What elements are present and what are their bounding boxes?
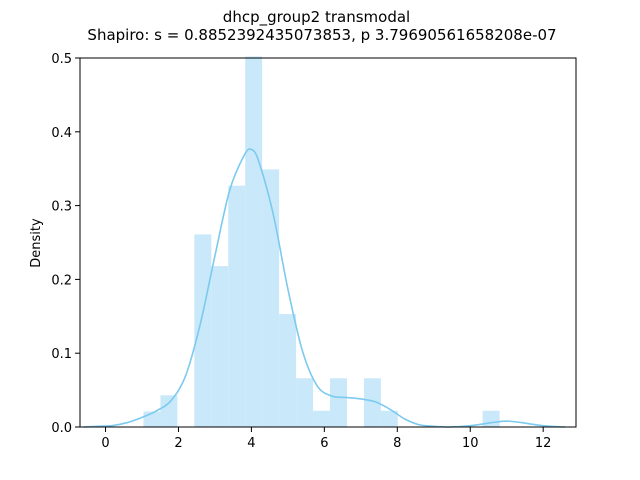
- y-tick-label: 0.0: [51, 421, 72, 436]
- histogram-bar: [313, 410, 331, 427]
- y-tick-label: 0.2: [51, 273, 72, 288]
- histogram-bar: [279, 314, 297, 427]
- x-tick-label: 0: [101, 436, 109, 451]
- histogram-bar: [482, 410, 500, 427]
- y-tick-label: 0.4: [51, 126, 72, 141]
- y-tick-label: 0.5: [51, 52, 72, 67]
- x-tick-label: 2: [174, 436, 182, 451]
- histogram-bar: [211, 266, 229, 427]
- histogram-bar: [380, 410, 398, 427]
- y-axis-ticks: 0.0 0.1 0.2 0.3 0.4 0.5: [51, 52, 80, 436]
- histogram-bar: [296, 378, 314, 427]
- histogram-bar: [160, 395, 178, 427]
- y-axis-label: Density: [29, 218, 44, 268]
- chart-title: dhcp_group2 transmodal: [223, 8, 410, 27]
- kde-line: [83, 148, 566, 428]
- x-tick-label: 8: [393, 436, 401, 451]
- histogram-bar: [262, 169, 280, 428]
- x-tick-label: 4: [247, 436, 255, 451]
- histogram-bar: [363, 378, 381, 427]
- chart-subtitle: Shapiro: s = 0.8852392435073853, p 3.796…: [87, 26, 556, 44]
- y-tick-label: 0.1: [51, 347, 72, 362]
- histogram-bar: [194, 234, 212, 427]
- x-axis-ticks: 0 2 4 6 8 10 12: [101, 427, 551, 451]
- x-tick-label: 6: [320, 436, 328, 451]
- histogram-bar: [245, 56, 263, 428]
- histogram-bar: [330, 378, 347, 427]
- y-tick-label: 0.3: [51, 200, 72, 215]
- axes-frame: [79, 57, 577, 428]
- kde-curve-group: [83, 148, 566, 428]
- x-tick-label: 12: [535, 436, 552, 451]
- x-tick-label: 10: [462, 436, 479, 451]
- histogram-bar: [228, 185, 246, 427]
